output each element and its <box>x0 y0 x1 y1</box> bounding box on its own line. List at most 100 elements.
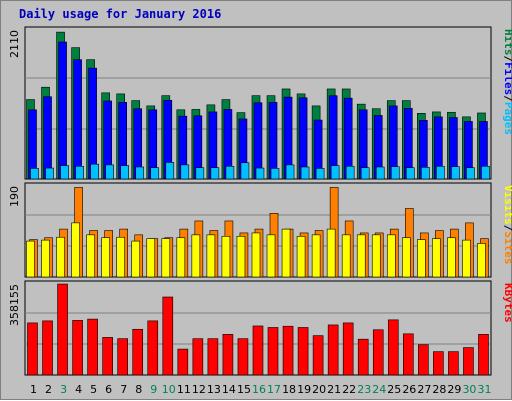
pages-bar-day-8 <box>135 166 145 180</box>
sites-bar-day-5 <box>86 234 95 278</box>
kbytes-bar-day-17 <box>267 327 279 376</box>
sites-bar-day-17 <box>266 234 276 278</box>
sites-bar-day-29 <box>447 237 456 278</box>
kbytes-bar-day-9 <box>147 320 159 376</box>
kbytes-bar-day-13 <box>207 338 219 376</box>
x-tick-label-day-31: 31 <box>477 383 491 396</box>
pages-bar-day-23 <box>360 167 370 180</box>
pages-bar-day-20 <box>315 168 325 180</box>
pages-bar-day-7 <box>120 165 129 180</box>
pages-bar-day-28 <box>436 165 445 180</box>
pages-bar-day-18 <box>285 164 295 180</box>
x-tick-label-day-10: 10 <box>162 383 176 396</box>
kbytes-bar-day-16 <box>252 325 264 376</box>
x-tick-label-day-5: 5 <box>90 383 97 396</box>
sites-bar-day-31 <box>477 243 486 278</box>
x-tick-label-day-16: 16 <box>252 383 266 396</box>
x-tick-label-day-15: 15 <box>237 383 251 396</box>
kbytes-bar-day-24 <box>372 329 384 376</box>
kbytes-bar-day-6 <box>102 337 113 376</box>
x-tick-label-day-6: 6 <box>105 383 112 396</box>
files-bar-day-4 <box>73 59 82 180</box>
x-tick-label-day-29: 29 <box>447 383 461 396</box>
sites-bar-day-30 <box>462 239 471 278</box>
kbytes-bar-day-7 <box>117 338 128 376</box>
kbytes-bar-day-12 <box>192 338 204 376</box>
pages-bar-day-11 <box>180 164 190 180</box>
kbytes-bar-day-28 <box>433 351 444 376</box>
sites-bar-day-15 <box>236 235 246 278</box>
sites-bar-day-28 <box>432 238 441 278</box>
sites-bar-day-4 <box>71 222 80 278</box>
pages-bar-day-1 <box>30 168 39 180</box>
kbytes-bar-day-26 <box>403 333 414 376</box>
sites-bar-day-6 <box>101 237 110 278</box>
sites-bar-day-10 <box>161 238 171 278</box>
kbytes-bar-day-19 <box>297 327 309 376</box>
x-tick-label-day-25: 25 <box>387 383 401 396</box>
panel-3-side-legend: KBytes <box>502 283 512 323</box>
kbytes-bar-day-22 <box>342 322 354 376</box>
panel-2-y-max-label: 190 <box>8 186 21 207</box>
sites-bar-day-25 <box>386 234 396 278</box>
sites-bar-day-1 <box>26 240 35 278</box>
pages-bar-day-14 <box>225 165 235 180</box>
files-bar-day-16 <box>253 102 263 180</box>
legend-separator: / <box>502 56 512 63</box>
files-bar-day-17 <box>268 102 278 180</box>
files-bar-day-2 <box>43 96 52 180</box>
panel-2-side-legend: Visits/Sites <box>502 185 512 265</box>
x-tick-label-day-12: 12 <box>192 383 206 396</box>
x-tick-label-day-19: 19 <box>297 383 311 396</box>
x-tick-label-day-21: 21 <box>327 383 341 396</box>
x-tick-label-day-26: 26 <box>402 383 416 396</box>
sites-bar-day-23 <box>356 234 366 278</box>
kbytes-bar-day-18 <box>282 325 294 376</box>
x-tick-label-day-20: 20 <box>312 383 326 396</box>
sites-bar-day-8 <box>131 240 141 278</box>
pages-bar-day-21 <box>330 165 340 180</box>
legend-pages: Pages <box>502 102 512 135</box>
pages-bar-day-26 <box>406 167 415 180</box>
pages-bar-day-2 <box>45 167 54 180</box>
kbytes-bar-day-10 <box>162 296 174 376</box>
panel-1-y-max-label: 2110 <box>8 30 21 58</box>
chart-title: Daily usage for January 2016 <box>19 7 222 21</box>
sites-bar-day-14 <box>221 235 231 278</box>
panel-1-side-legend: Hits/Files/Pages <box>502 29 512 135</box>
pages-bar-day-3 <box>60 165 69 180</box>
x-tick-label-day-24: 24 <box>372 383 386 396</box>
sites-bar-day-24 <box>371 234 381 278</box>
sites-bar-day-13 <box>206 234 216 278</box>
pages-bar-day-27 <box>421 167 430 180</box>
pages-bar-day-13 <box>210 167 220 180</box>
kbytes-bar-day-23 <box>357 338 369 376</box>
sites-bar-day-26 <box>402 237 411 278</box>
x-tick-label-day-30: 30 <box>462 383 476 396</box>
x-tick-label-day-1: 1 <box>30 383 37 396</box>
kbytes-bar-day-1 <box>27 322 38 376</box>
pages-bar-day-22 <box>345 165 355 180</box>
kbytes-bar-day-27 <box>418 344 429 376</box>
legend-kbytes: KBytes <box>502 283 512 323</box>
pages-bar-day-29 <box>451 166 460 180</box>
sites-bar-day-7 <box>116 236 125 278</box>
legend-sites: Sites <box>502 231 512 264</box>
x-tick-label-day-22: 22 <box>342 383 356 396</box>
sites-bar-day-9 <box>146 238 156 278</box>
kbytes-bar-day-5 <box>87 318 98 376</box>
x-tick-label-day-9: 9 <box>150 383 157 396</box>
kbytes-bar-day-4 <box>72 320 83 376</box>
kbytes-bar-day-21 <box>327 324 339 376</box>
x-tick-label-day-18: 18 <box>282 383 296 396</box>
x-tick-label-day-3: 3 <box>60 383 67 396</box>
pages-bar-day-4 <box>75 165 84 180</box>
kbytes-bar-day-20 <box>312 335 324 376</box>
kbytes-bar-day-31 <box>478 334 489 376</box>
pages-bar-day-24 <box>375 166 385 180</box>
x-tick-label-day-27: 27 <box>417 383 431 396</box>
x-tick-label-day-7: 7 <box>120 383 127 396</box>
kbytes-bar-day-29 <box>448 351 459 376</box>
